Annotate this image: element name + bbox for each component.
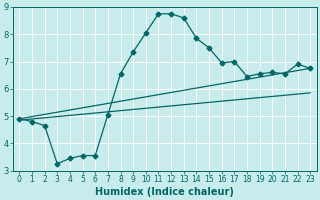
X-axis label: Humidex (Indice chaleur): Humidex (Indice chaleur) xyxy=(95,187,234,197)
